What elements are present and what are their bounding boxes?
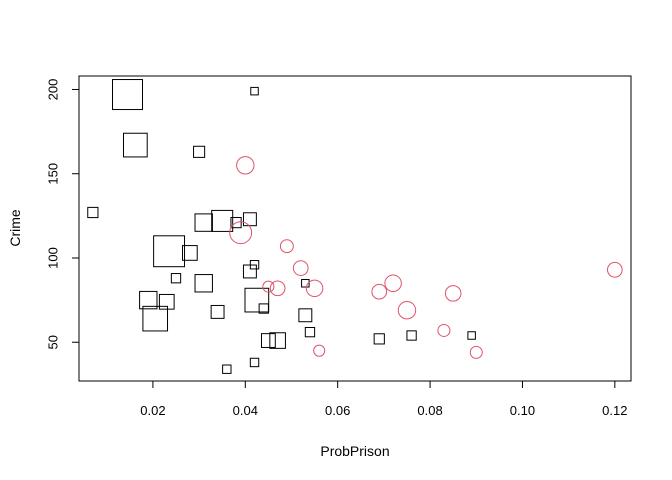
x-tick-label: 0.06 <box>325 403 350 418</box>
square-point <box>406 330 417 341</box>
square-point <box>244 287 270 313</box>
square-point <box>193 145 206 158</box>
square-point <box>242 212 257 227</box>
square-point <box>182 245 198 261</box>
circle-point <box>469 345 483 359</box>
square-point <box>304 326 316 338</box>
circle-point <box>397 301 417 320</box>
x-tick-label: 0.04 <box>233 403 258 418</box>
square-point <box>112 79 144 111</box>
circle-point <box>292 260 309 276</box>
y-tick-label: 100 <box>45 247 60 269</box>
circle-point <box>437 323 451 337</box>
square-point <box>249 357 260 368</box>
y-axis: 50 100 150 200 <box>45 79 80 349</box>
circle-point <box>279 239 294 254</box>
square-point <box>250 86 259 96</box>
x-axis: 0.02 0.04 0.06 0.08 0.10 0.12 <box>140 380 627 418</box>
circle-point <box>444 285 462 302</box>
circle-point <box>384 274 402 293</box>
plot-area-frame <box>78 75 632 382</box>
circle-point <box>269 280 286 297</box>
square-point <box>269 332 286 349</box>
square-point <box>194 213 213 232</box>
circle-point <box>305 279 324 298</box>
square-point <box>210 304 225 319</box>
x-tick-label: 0.12 <box>602 403 627 418</box>
square-point <box>467 331 476 340</box>
y-tick-label: 200 <box>45 79 60 101</box>
circle-point <box>606 261 623 278</box>
y-axis-title: Crime <box>7 209 23 247</box>
square-point <box>260 333 276 348</box>
y-tick-label: 150 <box>45 163 60 185</box>
y-tick-label: 50 <box>45 335 60 349</box>
square-point <box>222 364 232 374</box>
x-tick-label: 0.08 <box>417 403 442 418</box>
x-axis-title: ProbPrison <box>320 443 389 459</box>
square-point <box>211 209 234 232</box>
circle-point <box>371 283 388 300</box>
circle-point <box>236 156 255 175</box>
square-point <box>230 217 242 229</box>
square-point <box>373 333 385 345</box>
square-point <box>170 273 182 284</box>
square-point <box>153 235 186 268</box>
x-tick-label: 0.02 <box>140 403 165 418</box>
square-point <box>301 279 310 288</box>
x-tick-label: 0.10 <box>510 403 535 418</box>
circle-point <box>262 280 275 293</box>
square-point <box>139 290 158 310</box>
data-points <box>87 79 623 374</box>
square-point <box>249 260 260 270</box>
square-point <box>258 303 269 314</box>
square-point <box>123 132 148 158</box>
square-point <box>298 308 313 323</box>
circle-point <box>229 221 253 245</box>
circle-point <box>313 344 326 357</box>
square-point <box>194 274 213 293</box>
square-point <box>87 206 99 219</box>
square-point <box>142 305 169 332</box>
square-point <box>158 293 175 310</box>
